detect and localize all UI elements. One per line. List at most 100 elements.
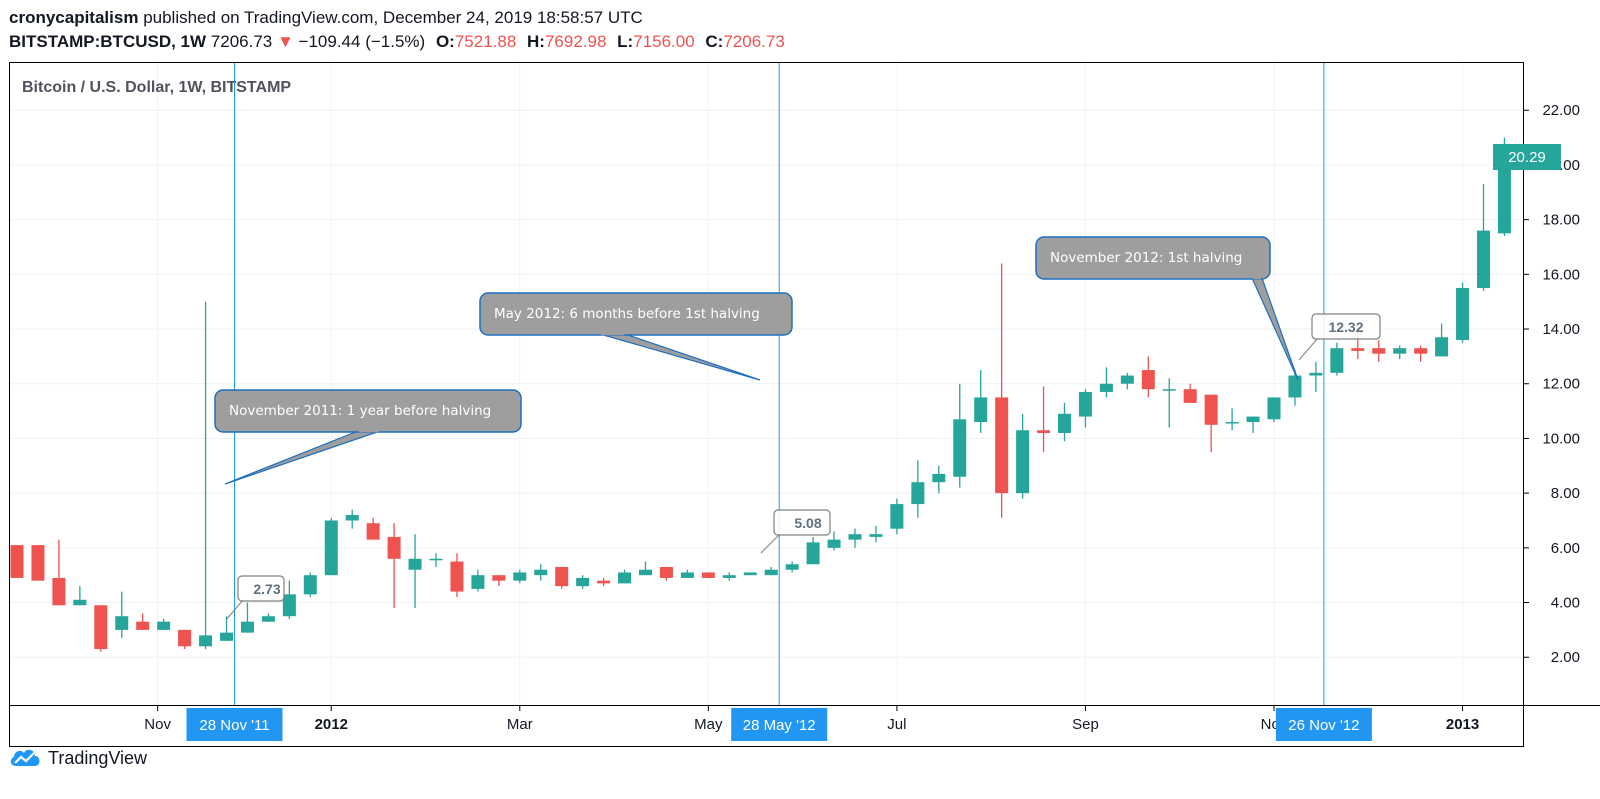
close-label: C: [705,32,724,51]
candle-body [115,616,129,630]
candle-body [953,419,967,477]
x-tick-label: Mar [507,716,533,733]
candle-body [869,534,883,537]
change-arrow-icon: ▼ [276,32,294,51]
callout-text: November 2011: 1 year before halving [229,403,491,419]
candle-body [1099,383,1113,392]
price-axis[interactable]: 2.00 4.00 6.00 8.00 10.00 12.00 14.00 16.00 18.0… [1493,102,1580,666]
candle-body [1183,389,1197,403]
candle-body [1393,348,1407,354]
candle-body [848,534,862,540]
candles [10,137,1511,652]
candle-body [1456,288,1470,340]
y-tick-label: 18.00 [1542,212,1580,229]
candle-body [974,397,988,423]
candle-body [534,569,548,576]
symbol-line: BITSTAMP:BTCUSD, 1W 7206.73 ▼ −109.44 (−… [9,30,785,54]
candle-body [1351,348,1365,351]
marker-lines [234,63,1325,705]
cloud-icon [10,749,40,766]
candle-body [1246,416,1260,423]
y-tick-label: 10.00 [1542,430,1580,447]
price-change: −109.44 (−1.5%) [298,32,426,51]
y-tick-label: 8.00 [1551,485,1580,502]
candle-body [1162,389,1176,391]
marker-date-tag [186,708,283,741]
candle-body [94,605,108,650]
candle-body [1309,372,1323,376]
callout-pointer [599,333,761,381]
candle-body [1058,413,1071,433]
price-label-box [773,509,831,536]
close-value: 7206.73 [723,32,785,51]
x-tick-label: Sep [1072,716,1099,733]
price-label-text: 12.32 [1328,319,1363,335]
candle-body [680,572,694,578]
callout-pointer [224,430,381,485]
candle-body [31,545,45,581]
price-label-box [1311,313,1381,340]
y-tick-label: 16.00 [1542,266,1580,283]
open-label: O: [435,32,455,51]
y-tick-label: 6.00 [1551,540,1580,557]
candle-body [1225,422,1239,424]
high-value: 7692.98 [544,32,607,51]
x-tick-label: May [694,716,723,733]
marker-date-label: 28 May '12 [743,717,816,734]
price-label-connector [1298,337,1319,361]
price-labels: 2.73 5.08 12.32 [225,313,1381,621]
callout-box [479,292,793,336]
chart-header: cronycapitalism published on TradingView… [9,6,785,54]
publish-line: cronycapitalism published on TradingView… [9,6,785,30]
price-label-text: 2.73 [253,581,280,597]
candle-body [282,594,296,617]
candle-body [450,561,464,592]
y-tick-label: 4.00 [1551,595,1580,612]
marker-date-tag [731,708,828,741]
candle-body [471,575,485,589]
chart-title: Bitcoin / U.S. Dollar, 1W, BITSTAMP [22,79,291,96]
price-label-text: 5.08 [794,515,821,531]
candle-body [1372,348,1386,354]
candle-body [806,542,820,565]
candle-body [1414,348,1428,354]
candle-body [136,621,150,630]
candle-body [597,580,611,584]
candle-body [722,575,736,578]
price-label-connector [760,533,781,554]
symbol: BITSTAMP:BTCUSD, 1W [9,32,207,51]
author-name[interactable]: cronycapitalism [9,8,139,27]
open-value: 7521.88 [454,32,517,51]
tradingview-logo[interactable]: TradingView [8,746,147,770]
callout-box [1035,236,1271,280]
candle-body [785,564,799,570]
last-price: 7206.73 [210,32,273,51]
candle-body [52,577,66,606]
y-tick-label: 12.00 [1542,376,1580,393]
price-label-box [237,575,285,602]
last-price-label: 20.29 [1508,149,1546,166]
candle-body [827,539,841,548]
candle-body [1477,230,1490,289]
candle-body [324,520,338,576]
x-tick-label: Jul [887,716,906,733]
x-tick-label: Nov [144,716,171,733]
candle-body [303,575,317,595]
candle-body [1141,370,1155,390]
candle-body [408,558,422,570]
callout-text: May 2012: 6 months before 1st halving [494,306,760,322]
x-tick-label: 2012 [315,716,348,733]
candle-body [555,566,569,587]
brand-name: TradingView [48,747,148,768]
annotations: November 2011: 1 year before halving May … [214,236,1299,485]
marker-date-label: 26 Nov '12 [1288,717,1359,734]
candle-body [911,482,925,505]
price-label-connector [225,599,244,621]
grid-lines [10,63,1523,705]
candle-body [10,545,24,578]
candle-body [1330,348,1344,373]
publish-info: published on TradingView.com, December 2… [143,8,643,27]
candle-body [199,635,213,647]
